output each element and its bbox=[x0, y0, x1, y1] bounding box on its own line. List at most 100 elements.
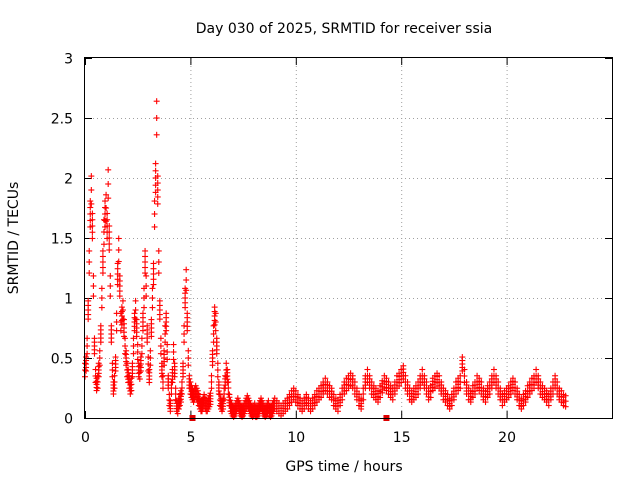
data-point bbox=[212, 319, 219, 325]
data-point bbox=[351, 379, 358, 385]
data-point bbox=[107, 272, 114, 279]
data-point bbox=[128, 387, 135, 394]
data-point bbox=[98, 285, 105, 292]
data-point bbox=[427, 394, 434, 401]
data-point bbox=[178, 391, 185, 397]
data-point bbox=[164, 356, 171, 363]
data-point bbox=[495, 379, 502, 385]
data-point bbox=[149, 295, 156, 301]
data-point bbox=[178, 379, 185, 385]
data-point bbox=[558, 387, 565, 394]
data-point bbox=[142, 264, 149, 271]
data-point bbox=[159, 372, 166, 379]
data-point bbox=[149, 304, 156, 311]
data-point bbox=[112, 357, 119, 364]
data-point bbox=[91, 346, 98, 353]
data-point bbox=[123, 351, 130, 358]
data-point bbox=[201, 394, 208, 401]
data-point bbox=[181, 339, 188, 346]
data-point bbox=[105, 166, 112, 173]
data-point bbox=[99, 264, 106, 271]
data-point bbox=[162, 331, 169, 337]
data-point bbox=[94, 385, 101, 392]
data-point bbox=[120, 320, 127, 327]
data-points bbox=[82, 98, 569, 421]
x-tick-label: 0 bbox=[81, 430, 90, 446]
data-point bbox=[103, 205, 110, 211]
data-point bbox=[112, 364, 119, 371]
data-point bbox=[292, 387, 299, 394]
data-point bbox=[144, 335, 151, 342]
data-point bbox=[105, 181, 112, 187]
data-point bbox=[207, 398, 214, 405]
data-point bbox=[562, 392, 569, 399]
data-point bbox=[184, 323, 191, 330]
data-point bbox=[210, 331, 217, 337]
data-point bbox=[151, 198, 158, 205]
data-point bbox=[117, 327, 124, 334]
data-point bbox=[322, 375, 329, 382]
data-point bbox=[208, 379, 215, 385]
data-point bbox=[128, 381, 135, 388]
data-point bbox=[106, 241, 113, 247]
data-point bbox=[142, 270, 149, 277]
data-point bbox=[132, 307, 139, 313]
data-point bbox=[448, 402, 455, 409]
data-point bbox=[183, 266, 190, 273]
data-point bbox=[166, 397, 173, 403]
data-point bbox=[161, 351, 168, 358]
data-point bbox=[107, 283, 114, 289]
data-point bbox=[97, 326, 104, 333]
data-point bbox=[106, 223, 113, 229]
data-point bbox=[389, 396, 396, 403]
data-point bbox=[178, 385, 185, 391]
data-point bbox=[537, 379, 544, 385]
data-point bbox=[89, 223, 96, 229]
data-point bbox=[545, 402, 552, 409]
data-point bbox=[138, 350, 145, 357]
data-point bbox=[116, 293, 123, 300]
y-tick-label: 3 bbox=[64, 52, 73, 68]
data-point bbox=[182, 290, 189, 297]
data-point bbox=[120, 329, 127, 336]
data-point bbox=[129, 363, 136, 370]
data-point bbox=[97, 335, 104, 342]
data-point bbox=[147, 347, 154, 354]
data-point bbox=[463, 382, 470, 388]
y-tick-label: 1 bbox=[64, 292, 73, 308]
data-point bbox=[220, 403, 227, 410]
data-point bbox=[143, 293, 150, 300]
data-point bbox=[318, 394, 325, 401]
data-point bbox=[176, 402, 183, 409]
data-point bbox=[265, 397, 272, 404]
data-point bbox=[180, 370, 187, 377]
data-point bbox=[127, 382, 134, 388]
data-point bbox=[226, 394, 233, 401]
data-point bbox=[339, 396, 346, 403]
y-tick-label: 2.5 bbox=[51, 112, 73, 128]
data-point bbox=[94, 379, 101, 385]
data-point bbox=[535, 375, 542, 382]
data-point bbox=[459, 357, 466, 364]
data-point bbox=[512, 379, 519, 385]
data-point bbox=[224, 369, 231, 376]
data-point bbox=[90, 293, 97, 300]
data-point bbox=[95, 363, 102, 370]
data-point bbox=[159, 379, 166, 385]
data-point bbox=[137, 357, 144, 364]
data-point bbox=[84, 343, 91, 349]
data-point bbox=[142, 247, 149, 254]
data-point bbox=[212, 327, 219, 334]
data-point bbox=[129, 370, 136, 377]
data-point bbox=[524, 394, 531, 401]
data-point bbox=[138, 335, 145, 342]
data-point bbox=[170, 341, 177, 348]
data-point bbox=[85, 302, 92, 309]
data-point bbox=[106, 229, 113, 235]
data-point bbox=[134, 349, 141, 355]
data-point bbox=[330, 391, 337, 398]
data-point bbox=[170, 356, 177, 363]
data-point bbox=[130, 335, 137, 342]
data-point bbox=[554, 379, 561, 385]
